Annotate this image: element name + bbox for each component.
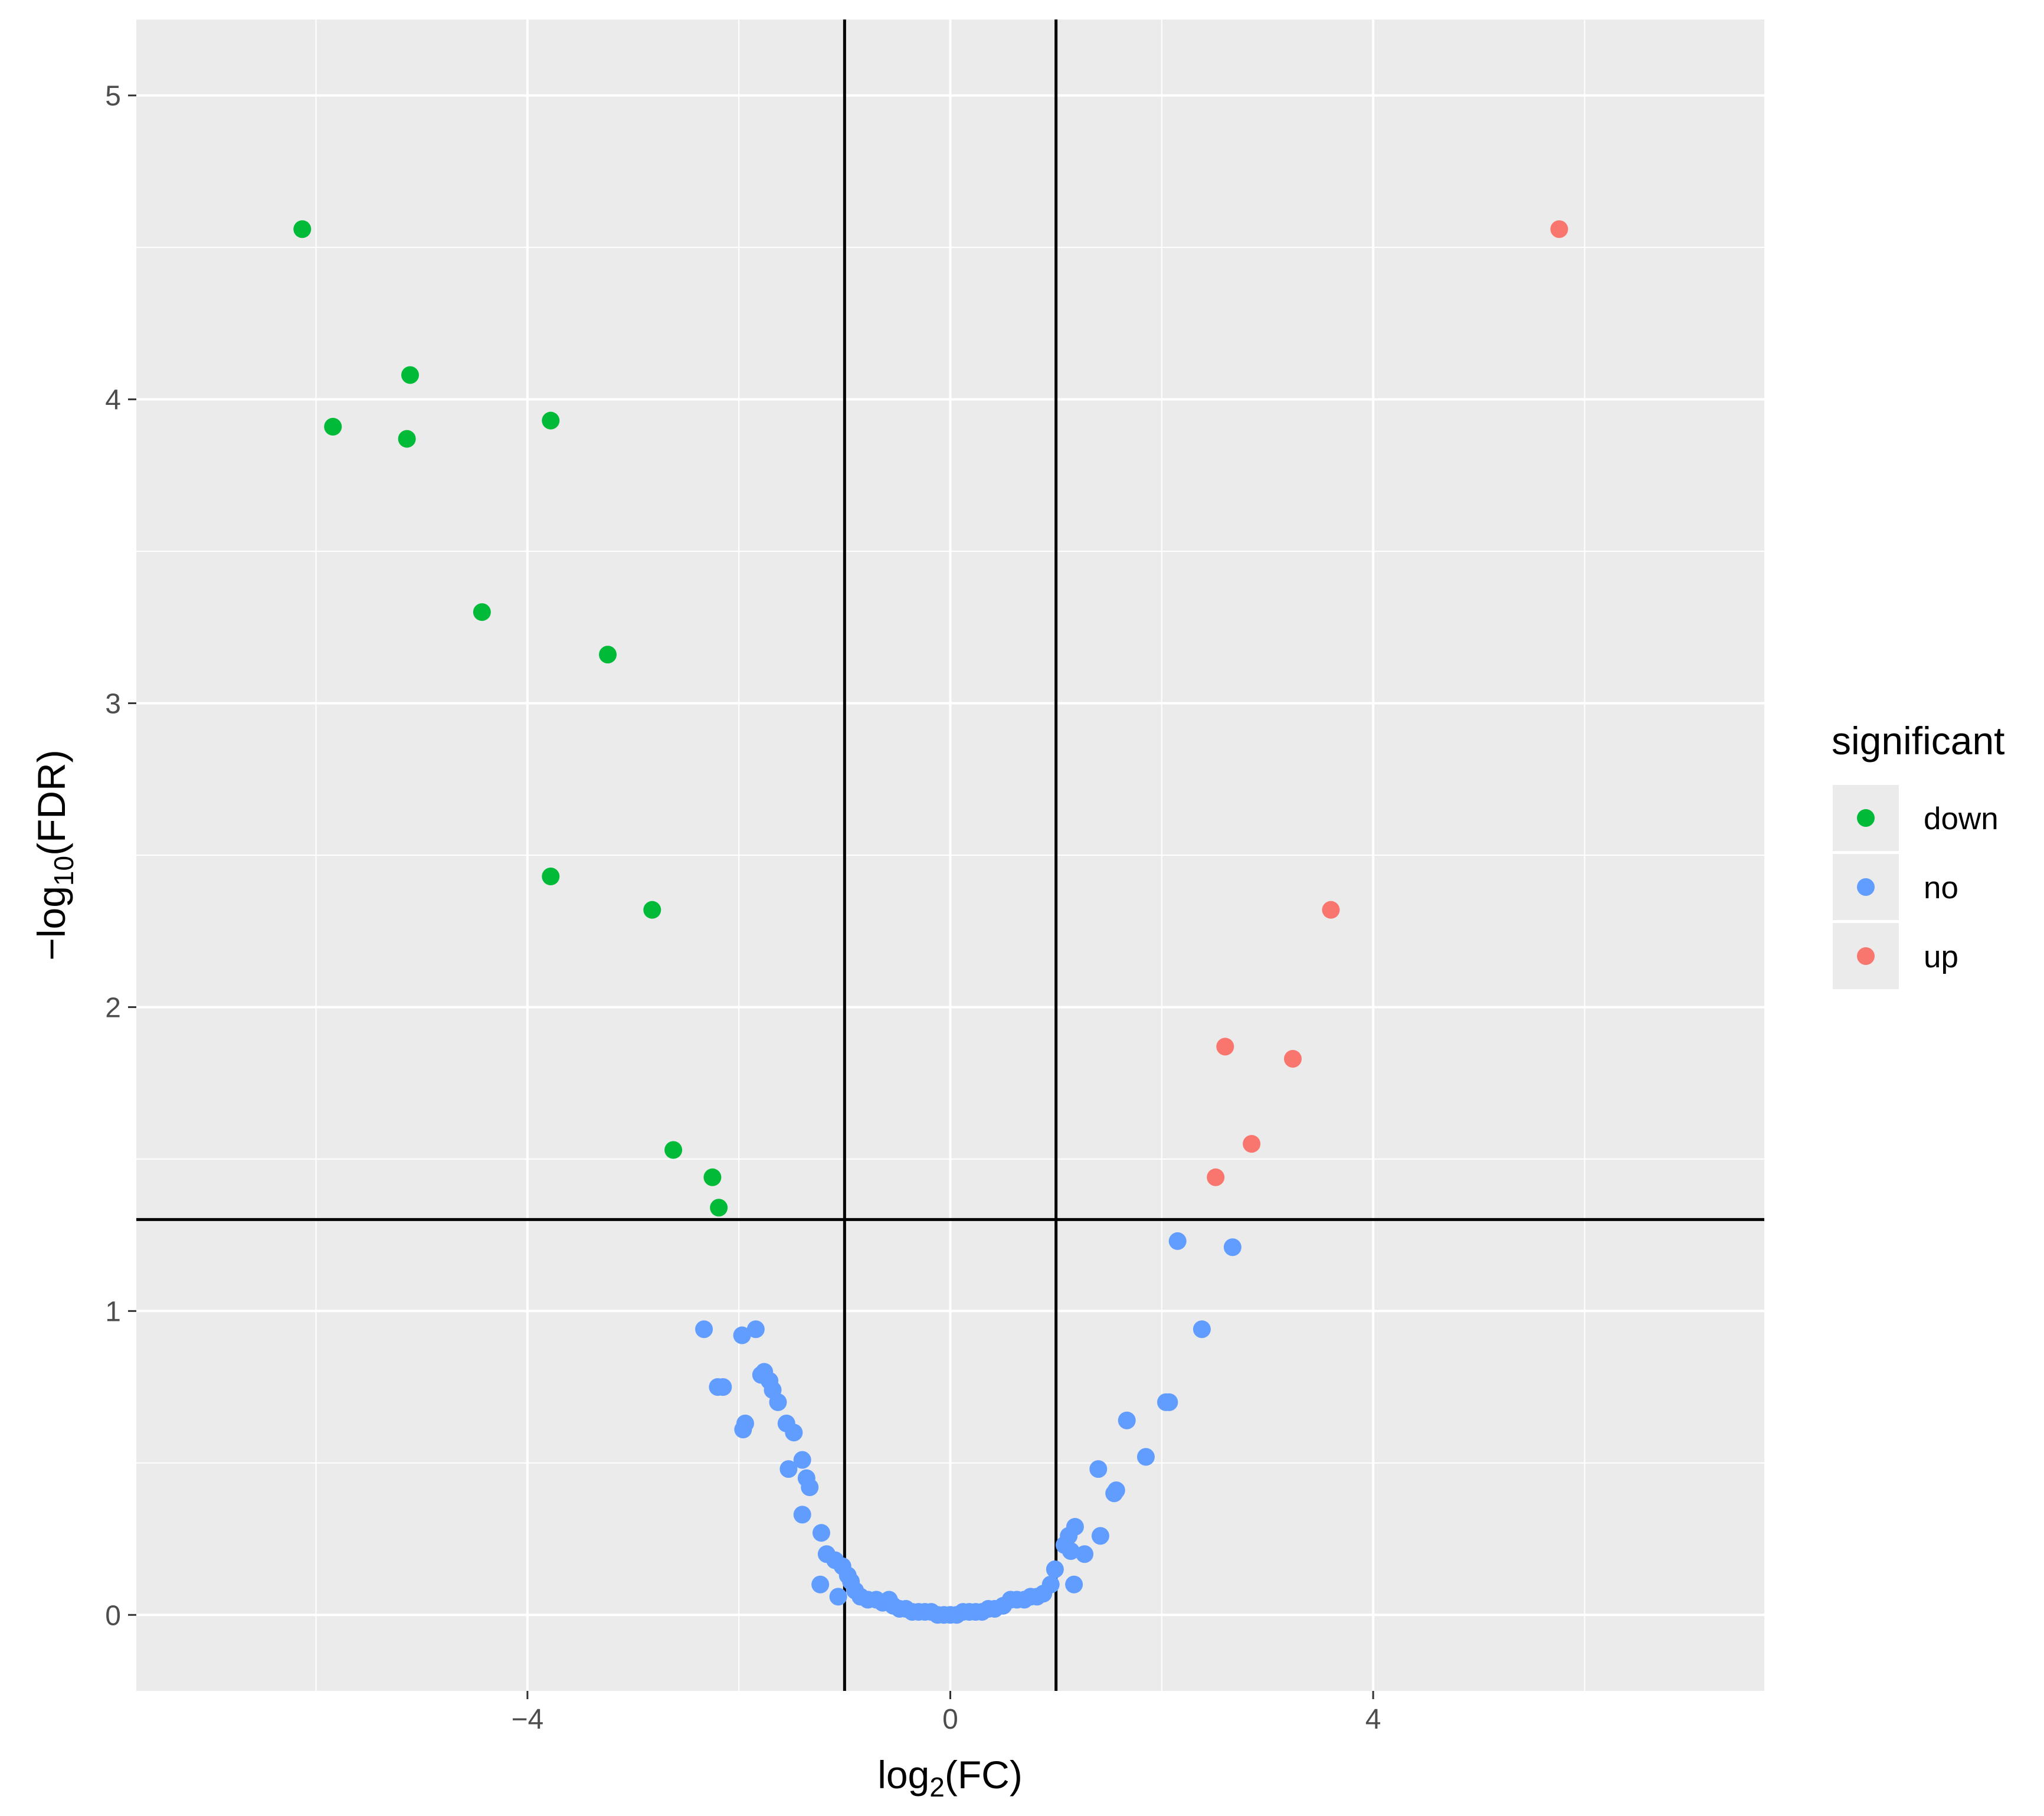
- point-no: [801, 1478, 819, 1497]
- y-tick-label: 0: [105, 1600, 121, 1631]
- point-down: [473, 603, 491, 621]
- y-tick-label: 3: [105, 689, 121, 720]
- point-down: [542, 868, 560, 886]
- point-no: [1193, 1320, 1211, 1339]
- legend-label-down: down: [1924, 801, 1999, 836]
- y-axis-ticks: 0 1 2 3 4 5: [105, 81, 136, 1631]
- x-axis-title: log2(FC): [877, 1753, 1023, 1802]
- point-down: [324, 417, 342, 436]
- point-no: [1157, 1393, 1175, 1411]
- point-down: [542, 411, 560, 430]
- legend-label-up: up: [1924, 940, 1958, 974]
- point-down: [710, 1199, 728, 1217]
- point-no: [811, 1575, 830, 1594]
- x-axis-ticks: −4 0 4: [512, 1691, 1381, 1735]
- x-tick-label: 0: [942, 1704, 958, 1735]
- point-up: [1207, 1168, 1225, 1186]
- point-no: [779, 1460, 798, 1478]
- major-gridlines: [136, 19, 1764, 1691]
- point-down: [643, 901, 661, 919]
- point-no: [1091, 1527, 1109, 1545]
- y-tick-label: 2: [105, 992, 121, 1023]
- legend-title: significant: [1832, 719, 2005, 763]
- point-up: [1216, 1038, 1234, 1056]
- point-no: [793, 1506, 811, 1524]
- point-no: [714, 1378, 732, 1396]
- point-no: [1223, 1238, 1242, 1257]
- point-no: [793, 1451, 811, 1469]
- legend: significant down no up: [1832, 719, 2005, 989]
- point-down: [293, 220, 312, 238]
- point-no: [1066, 1517, 1084, 1536]
- legend-swatch-no: [1857, 878, 1875, 896]
- legend-swatch-down: [1857, 809, 1875, 827]
- point-no: [1118, 1411, 1136, 1429]
- point-no: [1105, 1484, 1123, 1503]
- point-no: [1076, 1545, 1094, 1563]
- y-tick-label: 1: [105, 1296, 121, 1327]
- point-no: [829, 1588, 847, 1606]
- point-no: [1062, 1542, 1080, 1560]
- point-no: [734, 1421, 752, 1439]
- point-up: [1322, 901, 1340, 919]
- point-up: [1283, 1049, 1302, 1068]
- point-no: [769, 1393, 787, 1411]
- point-no: [1041, 1575, 1060, 1594]
- point-no: [746, 1320, 765, 1339]
- y-axis-title: −log10(FDR): [30, 750, 79, 960]
- point-down: [703, 1168, 722, 1186]
- point-down: [664, 1141, 683, 1159]
- x-tick-label: 4: [1365, 1704, 1381, 1735]
- threshold-lines: [136, 19, 1764, 1691]
- point-down: [401, 366, 420, 384]
- data-points: [293, 220, 1568, 1624]
- point-up: [1243, 1135, 1261, 1153]
- point-no: [1046, 1560, 1064, 1579]
- point-no: [1089, 1460, 1108, 1478]
- point-no: [695, 1320, 713, 1339]
- y-tick-label: 4: [105, 385, 121, 416]
- legend-label-no: no: [1924, 871, 1958, 905]
- y-tick-label: 5: [105, 81, 121, 112]
- point-no: [1065, 1575, 1083, 1594]
- point-down: [398, 430, 416, 448]
- point-no: [1136, 1448, 1155, 1466]
- point-no: [733, 1326, 751, 1344]
- point-no: [812, 1524, 830, 1542]
- point-no: [785, 1424, 803, 1442]
- point-down: [599, 646, 617, 664]
- point-no: [1168, 1232, 1187, 1250]
- legend-swatch-up: [1857, 947, 1875, 965]
- x-tick-label: −4: [512, 1704, 544, 1735]
- point-up: [1550, 220, 1568, 238]
